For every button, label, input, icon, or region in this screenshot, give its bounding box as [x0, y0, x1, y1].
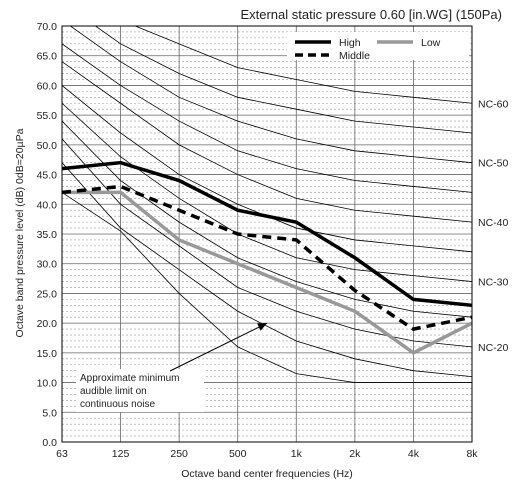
nc-labels: NC-60 NC-50 NC-40 NC-30 NC-20: [478, 98, 509, 354]
y-tick-label: 50.0: [37, 140, 58, 152]
legend-label-low: Low: [421, 37, 441, 49]
annotation-arrowhead: [257, 323, 267, 331]
legend: High Low Middle: [287, 32, 469, 62]
y-axis-label: Octave band pressure level (dB) 0dB=20µP…: [14, 128, 26, 337]
legend-box: [287, 32, 469, 60]
x-tick-label: 250: [170, 448, 188, 460]
series-lines: [61, 160, 473, 355]
nc-curve-nc-15: [62, 162, 472, 378]
nc-curve-nc-60: [134, 26, 472, 104]
x-tick-label: 4k: [408, 448, 420, 460]
nc-curve-nc-55: [94, 26, 472, 134]
y-tick-label: 60.0: [37, 80, 58, 92]
y-tick-label: 10.0: [37, 378, 58, 390]
nc-curve-nc-45: [62, 43, 472, 193]
y-tick-label: 70.0: [37, 21, 58, 33]
nc-curve-nc-50: [69, 26, 472, 164]
x-tick-label: 1k: [291, 448, 303, 460]
annotation-line-2: audible limit on: [80, 386, 147, 397]
y-tick-label: 15.0: [37, 348, 58, 360]
nc-label-nc-20: NC-20: [478, 342, 509, 354]
y-tick-label: 65.0: [37, 51, 58, 63]
audible-limit-line: [62, 192, 472, 383]
series-line-high: [61, 160, 473, 308]
nc-label-nc-30: NC-30: [478, 277, 509, 289]
axis-ticks: 0.0 5.0 10.0 15.0 20.0 25.0 30.0 35.0 40.0 45.0 50…: [37, 21, 479, 460]
nc-label-nc-60: NC-60: [478, 98, 509, 110]
x-tick-label: 500: [229, 448, 247, 460]
series-line-middle: [61, 184, 473, 331]
nc-label-nc-40: NC-40: [478, 217, 509, 229]
y-tick-label: 0.0: [42, 437, 57, 449]
y-tick-label: 25.0: [37, 288, 58, 300]
x-tick-label: 2k: [349, 448, 361, 460]
plot-frame: [61, 25, 473, 443]
y-tick-label: 40.0: [37, 199, 58, 211]
annotation-arrow: [169, 322, 268, 372]
audible-limit-curve: [62, 192, 472, 383]
y-tick-label: 20.0: [37, 318, 58, 330]
nc-label-nc-50: NC-50: [478, 158, 509, 170]
y-tick-label: 55.0: [37, 110, 58, 122]
x-axis-label: Octave band center frequencies (Hz): [181, 468, 353, 480]
x-tick-label: 8k: [466, 448, 478, 460]
annotation-box: [76, 369, 204, 412]
y-tick-label: 30.0: [37, 259, 58, 271]
nc-curve-nc-20: [62, 138, 472, 348]
chart-title: External static pressure 0.60 [in.WG] (1…: [240, 7, 502, 22]
annotation: Approximate minimum audible limit on con…: [76, 322, 268, 412]
legend-label-middle: Middle: [339, 50, 370, 62]
y-tick-label: 35.0: [37, 229, 58, 241]
nc-curve-nc-30: [62, 102, 472, 282]
legend-label-high: High: [339, 37, 361, 49]
series-line-low: [62, 190, 473, 355]
nc-curve-nc-40: [62, 61, 472, 223]
y-tick-label: 5.0: [42, 407, 57, 419]
annotation-line-3: continuous noise: [80, 399, 155, 410]
nc-curve-nc-25: [62, 120, 472, 318]
annotation-line-1: Approximate minimum: [80, 373, 179, 384]
x-tick-label: 63: [56, 448, 68, 460]
x-tick-label: 125: [112, 448, 130, 460]
y-tick-label: 45.0: [37, 170, 58, 182]
